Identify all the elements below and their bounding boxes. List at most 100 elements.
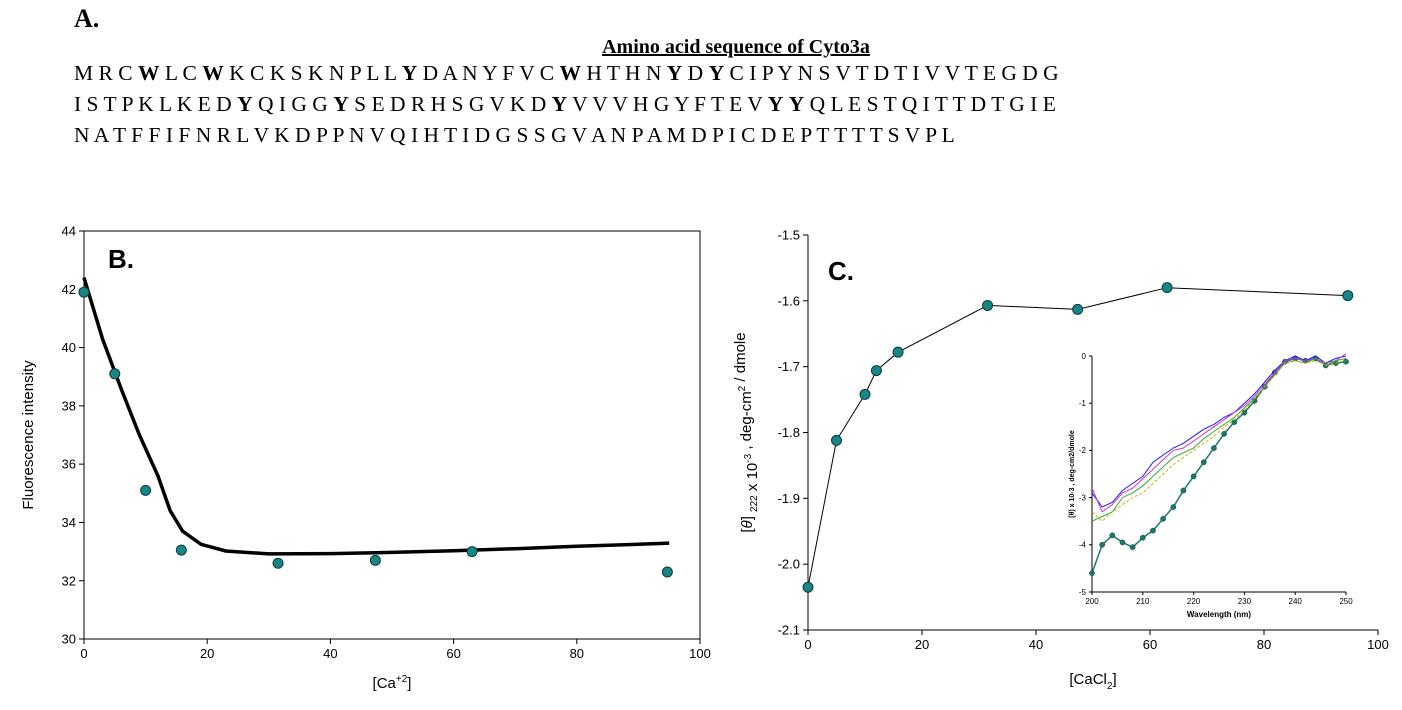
x-tick-label: 240 xyxy=(1289,597,1303,606)
data-point xyxy=(859,388,871,400)
inset-point xyxy=(1150,527,1156,534)
y-tick-label: 0 xyxy=(1082,352,1087,361)
y-tick-label: 40 xyxy=(62,340,76,355)
sequence-title: Amino acid sequence of Cyto3a xyxy=(602,36,870,58)
x-tick-label: 230 xyxy=(1238,597,1252,606)
data-point xyxy=(1342,290,1354,302)
data-point xyxy=(272,557,284,569)
x-tick-label: 100 xyxy=(689,646,711,661)
data-point xyxy=(831,434,842,446)
inset-point xyxy=(1292,355,1299,362)
bold-residue: Y xyxy=(551,92,568,116)
inset-point xyxy=(1109,532,1116,539)
inset-series-line xyxy=(1091,355,1347,508)
inset-point xyxy=(1211,445,1217,451)
bold-residue: Y xyxy=(237,92,253,116)
data-line xyxy=(807,287,1348,588)
panel-c-label: C. xyxy=(828,256,854,286)
y-tick-label: -1 xyxy=(1079,399,1087,408)
x-tick-label: 20 xyxy=(200,646,214,661)
inset-point xyxy=(1272,369,1278,376)
inset-point xyxy=(1241,409,1248,416)
inset-point xyxy=(1312,355,1319,362)
inset-y-axis-label: [θ] x 10-3 , deg-cm2/dmole xyxy=(1069,430,1076,518)
bold-residue: Y xyxy=(767,92,784,116)
data-point xyxy=(892,346,904,358)
x-tick-label: 60 xyxy=(446,646,460,661)
inset-series-line xyxy=(1091,357,1347,522)
data-point xyxy=(140,484,152,496)
inset-point xyxy=(1129,544,1136,551)
inset-point xyxy=(1099,541,1106,548)
inset-point xyxy=(1200,459,1207,466)
inset-series-line xyxy=(1091,360,1347,522)
x-tick-label: 40 xyxy=(1029,637,1043,652)
inset-point xyxy=(1322,362,1329,369)
y-tick-label: -5 xyxy=(1079,588,1087,597)
chart-inset: 200 210 220 230 240 250 -5 -4 -3 -2 -1 0 Wavelength … xyxy=(1069,352,1353,619)
inset-point xyxy=(1089,570,1095,576)
y-tick-label: 44 xyxy=(62,224,76,239)
x-tick-label: 60 xyxy=(1143,637,1157,652)
inset-point xyxy=(1302,357,1309,364)
x-tick-label: 210 xyxy=(1136,597,1150,606)
bold-residue: Y xyxy=(708,61,725,85)
y-tick-label: -2.0 xyxy=(778,557,800,572)
data-point xyxy=(78,286,90,298)
y-tick-label: 34 xyxy=(62,515,76,530)
y-axis-label: [θ] 222 x 10-3 , deg-cm2 / dmole xyxy=(732,332,761,532)
bold-residue: W xyxy=(137,61,160,85)
y-tick-label: 38 xyxy=(62,398,76,413)
sequence-line-2: I S T P K L K E D Y Q I G G Y S E D R H … xyxy=(74,92,1056,116)
inset-point xyxy=(1282,358,1288,365)
x-tick-label: 80 xyxy=(570,646,584,661)
data-point xyxy=(982,299,994,311)
bold-residue: Y xyxy=(401,61,418,85)
inset-point xyxy=(1180,487,1187,494)
y-tick-label: 36 xyxy=(62,457,76,472)
y-tick-label: 32 xyxy=(62,573,76,588)
chart-b: 0 20 40 60 80 100 30 32 34 36 38 40 42 44 B. Fluorescen… xyxy=(20,224,711,692)
data-point xyxy=(1161,282,1173,294)
bold-residue: W xyxy=(202,61,224,85)
inset-point xyxy=(1221,431,1227,437)
y-axis-label: Fluorescence intensity xyxy=(20,360,37,510)
x-tick-label: 0 xyxy=(804,637,811,652)
inset-point xyxy=(1261,383,1268,390)
inset-point xyxy=(1160,515,1166,522)
inset-point xyxy=(1170,504,1177,510)
inset-series-line xyxy=(1091,357,1347,574)
data-point xyxy=(661,566,673,578)
x-tick-label: 200 xyxy=(1085,597,1099,606)
x-tick-label: 40 xyxy=(323,646,337,661)
inset-x-axis-label: Wavelength (nm) xyxy=(1187,610,1251,619)
y-tick-label: -2 xyxy=(1079,446,1087,455)
inset-point xyxy=(1139,534,1146,541)
x-tick-label: 220 xyxy=(1187,597,1201,606)
data-point xyxy=(109,368,121,380)
x-axis-label: [Ca+2] xyxy=(373,674,412,692)
data-point xyxy=(466,546,478,558)
x-tick-label: 250 xyxy=(1339,597,1353,606)
data-point xyxy=(802,581,814,593)
x-tick-label: 20 xyxy=(915,637,929,652)
y-tick-label: -1.9 xyxy=(778,491,800,506)
y-tick-label: -1.7 xyxy=(778,359,800,374)
y-tick-label: 42 xyxy=(62,282,76,297)
x-axis-label: [CaCl2] xyxy=(1069,671,1116,692)
y-tick-label: -1.5 xyxy=(778,228,800,243)
panel-a-label: A. xyxy=(74,4,100,33)
fit-curve xyxy=(82,277,670,556)
bold-residue: W xyxy=(559,61,581,85)
bold-residue: Y xyxy=(788,92,805,116)
sequence-line-3: N A T F F I F N R L V K D P P N V Q I H … xyxy=(74,123,955,147)
y-tick-label: -1.8 xyxy=(778,425,800,440)
y-tick-label: -4 xyxy=(1079,541,1087,550)
data-point xyxy=(870,365,882,377)
data-point xyxy=(175,544,187,556)
y-tick-label: 30 xyxy=(62,632,76,647)
data-point xyxy=(369,554,381,566)
plot-frame xyxy=(83,230,701,640)
bold-residue: Y xyxy=(666,61,683,85)
y-tick-label: -1.6 xyxy=(778,293,800,308)
